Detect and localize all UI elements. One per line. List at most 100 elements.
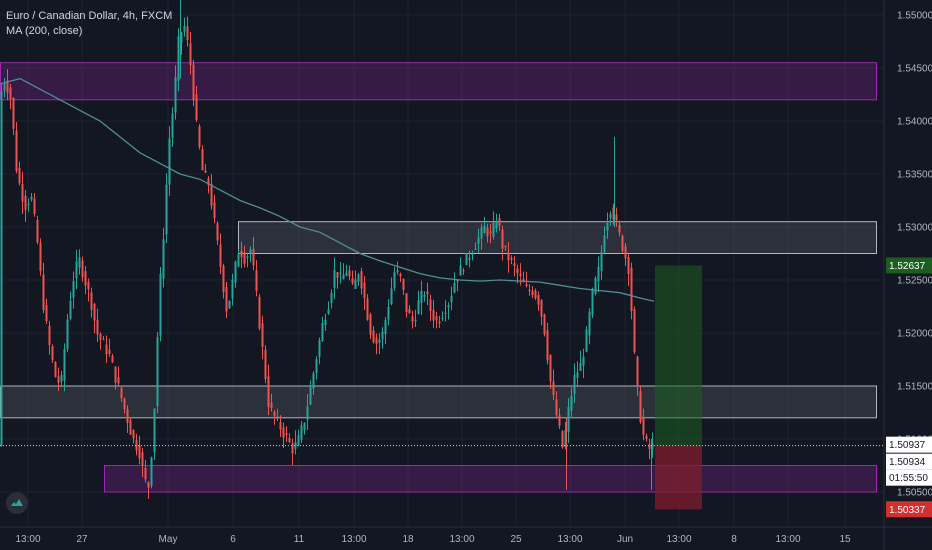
candle-body [237,254,240,267]
candle-body [318,340,321,357]
x-tick-label: 11 [294,534,305,545]
x-tick-label: 18 [402,534,414,545]
zone-resistance-purple[interactable] [0,62,877,101]
candle-body [552,381,555,395]
candle-body [0,91,3,446]
candle-body [153,408,156,453]
candle-body [477,237,480,244]
current-price-label-bg [886,436,932,453]
candle-body [366,298,369,320]
candle-body [306,406,309,420]
candle-body [303,422,306,431]
candle-body [24,195,27,210]
candle-body [333,269,336,288]
y-tick-label: 1.53000 [897,223,932,234]
x-tick-label: 25 [510,534,522,545]
candle-body [276,416,279,418]
position-stop-zone[interactable] [655,445,702,510]
candle-body [132,430,135,439]
x-tick-label: 15 [839,534,851,545]
candle-body [252,249,255,266]
candle-body [162,239,165,279]
candle-body [504,245,507,247]
candle-body [147,482,150,488]
candle-body [537,295,540,305]
y-tick-label: 1.52500 [897,276,932,287]
candle-body [549,355,552,382]
candle-body [300,425,303,440]
candle-body [183,25,186,32]
candle-body [444,312,447,314]
candle-body [507,252,510,261]
candle-body [579,363,582,371]
tradingview-logo-icon[interactable] [6,492,28,514]
candle-body [531,290,534,296]
zone-support-grey[interactable] [0,385,877,419]
candle-body [459,265,462,276]
x-tick-label: Jun [617,534,633,545]
candle-body [336,272,339,279]
candle-body [261,323,264,347]
position-target-zone[interactable] [655,265,702,446]
candle-body [270,402,273,408]
candle-body [36,219,39,243]
candle-body [201,149,204,171]
candle-body [339,272,342,274]
candle-body [159,273,162,337]
candle-body [399,273,402,277]
candle-body [591,288,594,316]
candle-body [6,80,9,93]
candle-body [180,32,183,43]
candle-body [360,271,363,289]
candle-body [81,260,84,278]
candle-body [255,270,258,292]
candle-body [168,138,171,185]
candle-body [642,416,645,435]
current-price-label: 1.50937 [889,440,926,451]
bar-countdown-label: 01:55:50 [889,473,928,484]
y-tick-label: 1.55000 [897,11,932,22]
candle-body [129,419,132,435]
y-tick-label: 1.54500 [897,64,932,75]
candle-body [174,77,177,113]
candle-body [648,444,651,449]
candle-body [192,64,195,101]
candle-body [645,435,648,439]
candle-body [363,282,366,299]
candle-body [372,330,375,343]
candle-body [453,283,456,293]
candle-body [297,435,300,446]
candle-body [492,222,495,237]
candle-body [267,376,270,408]
x-tick-label: 27 [76,534,88,545]
candle-body [87,281,90,290]
candle-body [123,398,126,410]
candle-body [369,314,372,335]
candle-body [99,333,102,340]
candle-body [624,246,627,259]
candle-body [291,443,294,454]
candle-body [573,374,576,394]
candle-body [228,300,231,309]
candle-body [45,304,48,322]
stop-price-label-bg [886,501,932,518]
candle-body [111,355,114,363]
candle-body [633,309,636,353]
price-mid-label: 1.50934 [889,457,926,468]
y-tick-label: 1.53500 [897,170,932,181]
candle-body [480,227,483,239]
candle-body [18,167,21,184]
candle-body [405,293,408,312]
candle-body [510,257,513,260]
candle-body [165,184,168,235]
zone-resistance-grey[interactable] [238,221,877,254]
candle-body [546,330,549,361]
x-tick-label: 13:00 [557,534,582,545]
x-tick-label: 13:00 [775,534,800,545]
zone-support-purple[interactable] [104,465,877,493]
candle-body [387,306,390,320]
candle-body [402,279,405,290]
candle-body [84,271,87,286]
